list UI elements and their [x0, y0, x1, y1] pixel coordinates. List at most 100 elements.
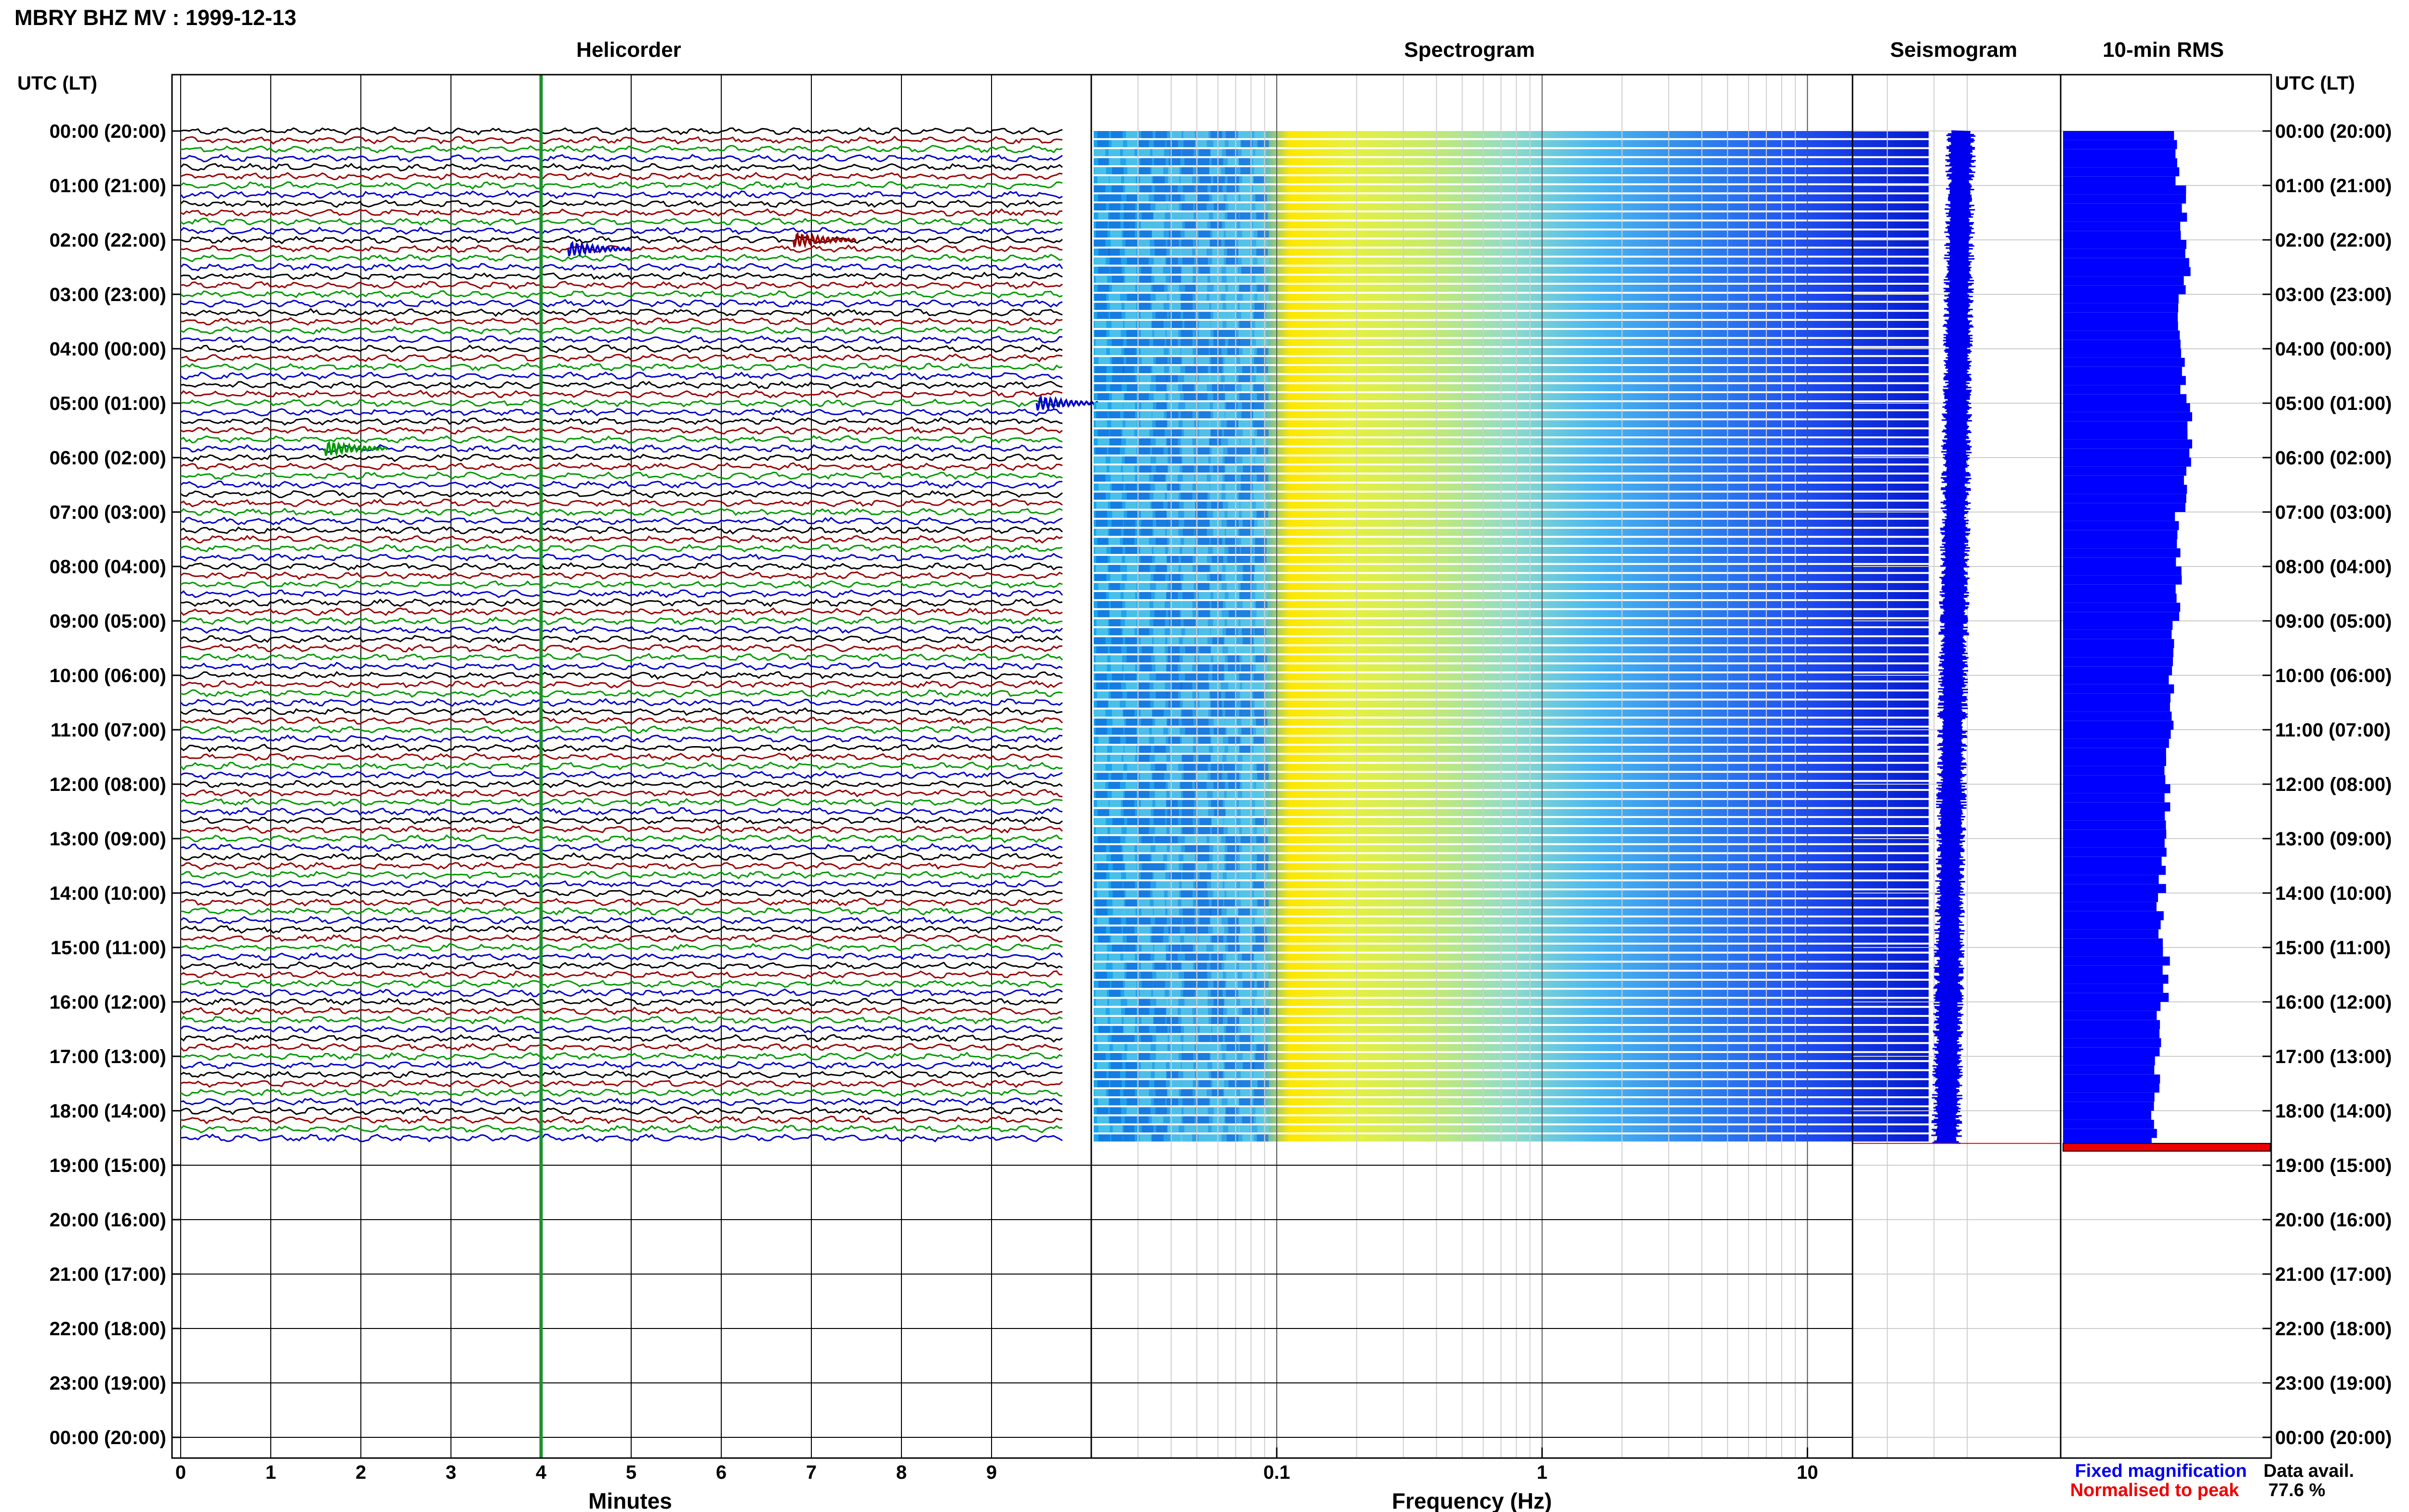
- spectrogram-cell: [1170, 628, 1182, 635]
- spectrogram-cell: [1257, 981, 1269, 988]
- spectrogram-cell: [1125, 836, 1137, 843]
- spectrogram-cell: [1154, 329, 1166, 337]
- spectrogram-cell: [1127, 773, 1138, 780]
- spectrogram-cell: [1166, 818, 1178, 825]
- helicorder-trace: [180, 398, 1063, 408]
- spectrogram-cell: [1242, 257, 1254, 265]
- spectrogram-cell: [1112, 727, 1124, 735]
- spectrogram-cell: [1257, 989, 1269, 997]
- spectrogram-cell: [1139, 1071, 1151, 1078]
- spectrogram-cell: [1152, 935, 1164, 943]
- spectrogram-cell: [1140, 556, 1152, 563]
- spectrogram-cell: [1238, 249, 1250, 256]
- spectrogram-cell: [1228, 592, 1240, 599]
- spectrogram-cell: [1125, 1008, 1137, 1015]
- spectrogram-cell: [1097, 691, 1109, 699]
- spectrogram-row: [1094, 655, 1929, 663]
- spectrogram-cell: [1257, 1125, 1269, 1133]
- time-label-right: 15:00 (11:00): [2275, 937, 2391, 959]
- spectrogram-cell: [1140, 872, 1152, 880]
- spectrogram-cell: [1166, 375, 1178, 382]
- spectrogram-row: [1094, 746, 1929, 753]
- spectrogram-cell: [1198, 357, 1209, 364]
- rms-bar: [2063, 893, 2158, 902]
- spectrogram-cell: [1255, 565, 1267, 572]
- spectrogram-cell: [1241, 773, 1253, 780]
- spectrogram-cell: [1138, 429, 1150, 437]
- spectrogram-cell: [1228, 438, 1240, 446]
- spectrogram-cell: [1154, 1008, 1166, 1015]
- spectrogram-cell: [1124, 519, 1136, 527]
- spectrogram-cell: [1152, 727, 1164, 735]
- spectrogram-cell: [1108, 1089, 1120, 1096]
- helicorder-trace: [180, 489, 1063, 499]
- spectrogram-cell: [1096, 528, 1108, 536]
- spectrogram-cell: [1213, 312, 1225, 319]
- time-label-right: 00:00 (20:00): [2275, 1427, 2392, 1448]
- spectrogram-cell: [1167, 637, 1179, 644]
- spectrogram-cell: [1256, 863, 1268, 870]
- spectrogram-cell: [1226, 321, 1238, 328]
- rms-bar: [2063, 312, 2178, 322]
- helicorder-trace: [180, 1070, 1063, 1079]
- helicorder-trace: [180, 1015, 1063, 1025]
- spectrogram-cell: [1096, 754, 1108, 762]
- time-label-right: 09:00 (05:00): [2275, 611, 2392, 632]
- helicorder-trace: [180, 961, 1063, 970]
- spectrogram-cell: [1153, 140, 1165, 147]
- spectrogram-cell: [1170, 682, 1182, 690]
- rms-bar: [2063, 938, 2163, 947]
- spectrogram-cell: [1123, 710, 1135, 717]
- spectrogram-cell: [1185, 845, 1197, 853]
- spectrogram-cell: [1227, 845, 1239, 853]
- spectrogram-cell: [1153, 474, 1165, 482]
- spectrogram-cell: [1181, 899, 1193, 907]
- spectrogram-row: [1094, 483, 1929, 491]
- spectrogram-cell: [1240, 185, 1252, 193]
- spectrogram-cell: [1211, 1125, 1223, 1133]
- spectrogram-cell: [1111, 239, 1123, 247]
- spectrogram-cell: [1109, 203, 1121, 210]
- rms-bar: [2063, 231, 2181, 240]
- spectrogram-cell: [1125, 700, 1138, 708]
- spectrogram-cell: [1242, 1116, 1254, 1124]
- spectrogram-cell: [1096, 1035, 1108, 1042]
- spectrogram-row: [1094, 1089, 1929, 1096]
- spectrogram-cell: [1098, 981, 1110, 988]
- helicorder-trace: [180, 616, 1063, 626]
- rms-bar: [2063, 929, 2158, 939]
- spectrogram-cell: [1210, 131, 1222, 138]
- spectrogram-cell: [1166, 528, 1178, 536]
- spectrogram-cell: [1242, 230, 1254, 238]
- helicorder-trace: [180, 1052, 1063, 1061]
- spectrogram-cell: [1124, 727, 1136, 735]
- spectrogram-cell: [1180, 664, 1192, 671]
- spectrogram-cell: [1243, 519, 1255, 527]
- spectrogram-cell: [1169, 574, 1181, 581]
- spectrogram-cell: [1242, 149, 1253, 157]
- spectrogram-row: [1094, 836, 1929, 843]
- spectrogram-cell: [1240, 1044, 1252, 1052]
- spectrogram-cell: [1124, 348, 1136, 355]
- spectrogram-x-ticks: 0.1 1 10: [1263, 1447, 1818, 1483]
- helicorder-trace: [180, 516, 1063, 526]
- spectrogram-cell: [1257, 447, 1269, 455]
- spectrogram-row: [1094, 465, 1929, 473]
- spectrogram-cell: [1126, 827, 1138, 834]
- spectrogram-cell: [1095, 989, 1107, 997]
- spectrogram-row: [1094, 420, 1929, 428]
- spectrogram-row: [1094, 1053, 1929, 1060]
- spectrogram-cell: [1124, 746, 1136, 753]
- spectrogram-cell: [1196, 619, 1208, 627]
- spectrogram-cell: [1138, 818, 1150, 825]
- spectrogram-cell: [1111, 402, 1123, 409]
- helicorder-trace: [180, 235, 1063, 245]
- spectrogram-cell: [1228, 1080, 1240, 1088]
- spectrogram-cell: [1154, 655, 1166, 663]
- spectrogram-cell: [1168, 926, 1180, 934]
- spectrogram-cell: [1166, 763, 1178, 771]
- rms-bar: [2063, 249, 2185, 258]
- time-label-left: 09:00 (05:00): [50, 611, 166, 632]
- spectrogram-cell: [1123, 402, 1135, 409]
- spectrogram-cell: [1137, 393, 1149, 400]
